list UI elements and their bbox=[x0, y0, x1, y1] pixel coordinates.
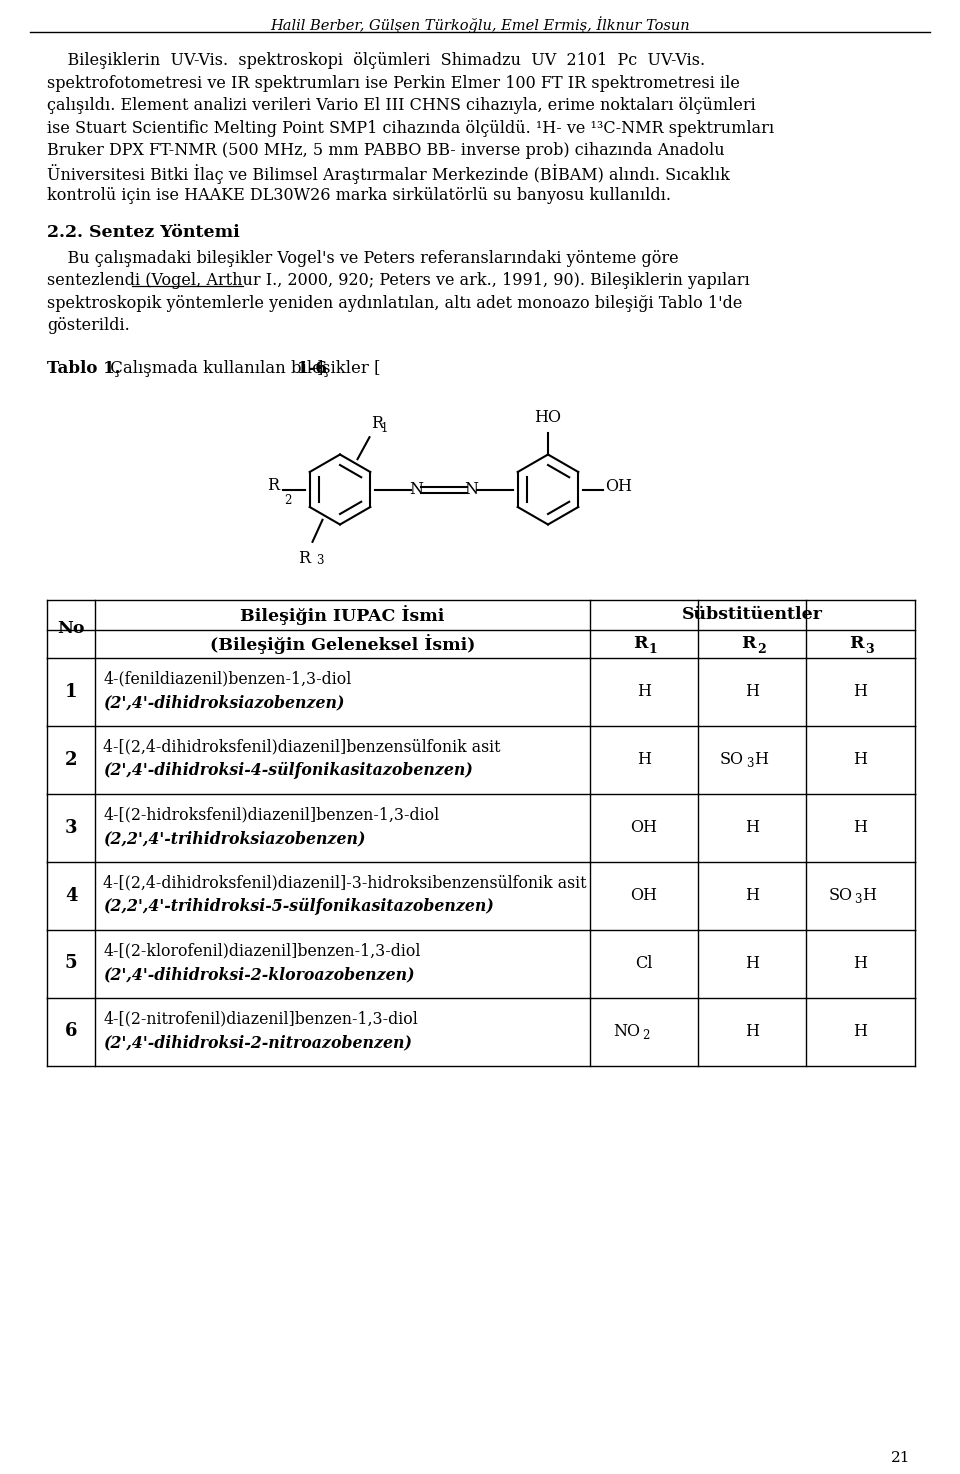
Text: (2',4'-dihidroksi-4-sülfonikasitazobenzen): (2',4'-dihidroksi-4-sülfonikasitazobenze… bbox=[103, 762, 473, 778]
Text: H: H bbox=[745, 682, 759, 700]
Text: 4-(fenildiazenil)benzen-1,3-diol: 4-(fenildiazenil)benzen-1,3-diol bbox=[103, 671, 351, 688]
Text: (2',4'-dihidroksi-2-nitroazobenzen): (2',4'-dihidroksi-2-nitroazobenzen) bbox=[103, 1033, 412, 1051]
Text: spektrofotometresi ve IR spektrumları ise Perkin Elmer 100 FT IR spektrometresi : spektrofotometresi ve IR spektrumları is… bbox=[47, 75, 740, 91]
Text: 5: 5 bbox=[64, 955, 78, 973]
Text: N: N bbox=[465, 481, 479, 498]
Text: (2',4'-dihidroksiazobenzen): (2',4'-dihidroksiazobenzen) bbox=[103, 694, 345, 710]
Text: (2,2',4'-trihidroksi-5-sülfonikasitazobenzen): (2,2',4'-trihidroksi-5-sülfonikasitazobe… bbox=[103, 898, 493, 915]
Text: H: H bbox=[853, 750, 868, 768]
Text: ise Stuart Scientific Melting Point SMP1 cihazında ölçüldü. ¹H- ve ¹³C-NMR spekt: ise Stuart Scientific Melting Point SMP1… bbox=[47, 119, 774, 137]
Text: Bileşiklerin  UV-Vis.  spektroskopi  ölçümleri  Shimadzu  UV  2101  Pc  UV-Vis.: Bileşiklerin UV-Vis. spektroskopi ölçüml… bbox=[47, 52, 706, 69]
Text: H: H bbox=[853, 955, 868, 971]
Text: H: H bbox=[853, 820, 868, 836]
Text: HO: HO bbox=[535, 408, 562, 426]
Text: 2: 2 bbox=[284, 494, 292, 507]
Text: (2',4'-dihidroksi-2-kloroazobenzen): (2',4'-dihidroksi-2-kloroazobenzen) bbox=[103, 965, 415, 983]
Text: 4-[(2-klorofenil)diazenil]benzen-1,3-diol: 4-[(2-klorofenil)diazenil]benzen-1,3-dio… bbox=[103, 943, 420, 960]
Text: OH: OH bbox=[631, 820, 658, 836]
Text: 3: 3 bbox=[317, 554, 324, 567]
Text: Bruker DPX FT-NMR (500 MHz, 5 mm PABBO BB- inverse prob) cihazında Anadolu: Bruker DPX FT-NMR (500 MHz, 5 mm PABBO B… bbox=[47, 142, 725, 159]
Text: Tablo 1.: Tablo 1. bbox=[47, 360, 121, 376]
Text: 3: 3 bbox=[854, 893, 862, 907]
Text: R: R bbox=[372, 416, 384, 432]
Text: 21: 21 bbox=[891, 1450, 910, 1465]
Text: 3: 3 bbox=[64, 818, 77, 837]
Text: sentezlendi (Vogel, Arthur I., 2000, 920; Peters ve ark., 1991, 90). Bileşikleri: sentezlendi (Vogel, Arthur I., 2000, 920… bbox=[47, 273, 750, 289]
Text: H: H bbox=[745, 1023, 759, 1041]
Text: ].: ]. bbox=[317, 360, 328, 376]
Text: H: H bbox=[637, 682, 651, 700]
Text: Bu çalışmadaki bileşikler Vogel's ve Peters referanslarındaki yönteme göre: Bu çalışmadaki bileşikler Vogel's ve Pet… bbox=[47, 249, 679, 267]
Text: kontrolü için ise HAAKE DL30W26 marka sirkülatörlü su banyosu kullanıldı.: kontrolü için ise HAAKE DL30W26 marka si… bbox=[47, 187, 671, 203]
Text: spektroskopik yöntemlerle yeniden aydınlatılan, altı adet monoazo bileşiği Tablo: spektroskopik yöntemlerle yeniden aydınl… bbox=[47, 295, 742, 311]
Text: 4-[(2-hidroksfenil)diazenil]benzen-1,3-diol: 4-[(2-hidroksfenil)diazenil]benzen-1,3-d… bbox=[103, 806, 439, 824]
Text: Üniversitesi Bitki İlaç ve Bilimsel Araştırmalar Merkezinde (BİBAM) alındı. Sıca: Üniversitesi Bitki İlaç ve Bilimsel Araş… bbox=[47, 165, 730, 184]
Text: H: H bbox=[853, 1023, 868, 1041]
Text: R: R bbox=[850, 635, 864, 652]
Text: 1-6: 1-6 bbox=[297, 360, 326, 376]
Text: SO: SO bbox=[828, 887, 852, 904]
Text: 2: 2 bbox=[642, 1029, 649, 1042]
Text: H: H bbox=[637, 750, 651, 768]
Text: 6: 6 bbox=[64, 1023, 77, 1041]
Text: Çalışmada kullanılan bileşikler [: Çalışmada kullanılan bileşikler [ bbox=[105, 360, 380, 376]
Text: Halil Berber, Gülşen Türkoğlu, Emel Ermiş, İlknur Tosun: Halil Berber, Gülşen Türkoğlu, Emel Ermi… bbox=[270, 16, 690, 32]
Text: 2.2. Sentez Yöntemi: 2.2. Sentez Yöntemi bbox=[47, 224, 240, 240]
Text: gösterildi.: gösterildi. bbox=[47, 317, 130, 335]
Text: H: H bbox=[745, 955, 759, 971]
Text: 4-[(2,4-dihidroksfenil)diazenil]benzensülfonik asit: 4-[(2,4-dihidroksfenil)diazenil]benzensü… bbox=[103, 738, 500, 756]
Text: OH: OH bbox=[605, 478, 632, 495]
Text: H: H bbox=[754, 750, 768, 768]
Text: 4-[(2,4-dihidroksfenil)diazenil]-3-hidroksibenzensülfonik asit: 4-[(2,4-dihidroksfenil)diazenil]-3-hidro… bbox=[103, 874, 587, 892]
Text: 3: 3 bbox=[866, 643, 875, 656]
Text: 1: 1 bbox=[380, 422, 388, 435]
Text: NO: NO bbox=[613, 1023, 640, 1041]
Text: H: H bbox=[853, 682, 868, 700]
Text: 2: 2 bbox=[757, 643, 766, 656]
Text: çalışıldı. Element analizi verileri Vario El III CHNS cihazıyla, erime noktaları: çalışıldı. Element analizi verileri Vari… bbox=[47, 97, 756, 113]
Text: SO: SO bbox=[720, 750, 744, 768]
Text: R: R bbox=[741, 635, 756, 652]
Text: Bileşiğin IUPAC İsmi: Bileşiğin IUPAC İsmi bbox=[240, 604, 444, 625]
Text: No: No bbox=[58, 621, 84, 637]
Text: 1: 1 bbox=[64, 682, 77, 700]
Text: OH: OH bbox=[631, 887, 658, 904]
Text: R: R bbox=[299, 550, 310, 567]
Text: 1: 1 bbox=[649, 643, 658, 656]
Text: Cl: Cl bbox=[636, 955, 653, 971]
Text: R: R bbox=[267, 478, 279, 494]
Text: 2: 2 bbox=[64, 750, 77, 768]
Text: Sübstitüentler: Sübstitüentler bbox=[682, 606, 823, 624]
Text: H: H bbox=[745, 820, 759, 836]
Text: H: H bbox=[745, 887, 759, 904]
Text: H: H bbox=[862, 887, 876, 904]
Text: 4-[(2-nitrofenil)diazenil]benzen-1,3-diol: 4-[(2-nitrofenil)diazenil]benzen-1,3-dio… bbox=[103, 1011, 418, 1027]
Text: R: R bbox=[633, 635, 647, 652]
Text: 3: 3 bbox=[746, 758, 754, 769]
Text: N: N bbox=[409, 481, 423, 498]
Text: 4: 4 bbox=[64, 886, 77, 905]
Text: (2,2',4'-trihidroksiazobenzen): (2,2',4'-trihidroksiazobenzen) bbox=[103, 830, 366, 848]
Text: (Bileşiğin Geleneksel İsmi): (Bileşiğin Geleneksel İsmi) bbox=[210, 634, 475, 653]
